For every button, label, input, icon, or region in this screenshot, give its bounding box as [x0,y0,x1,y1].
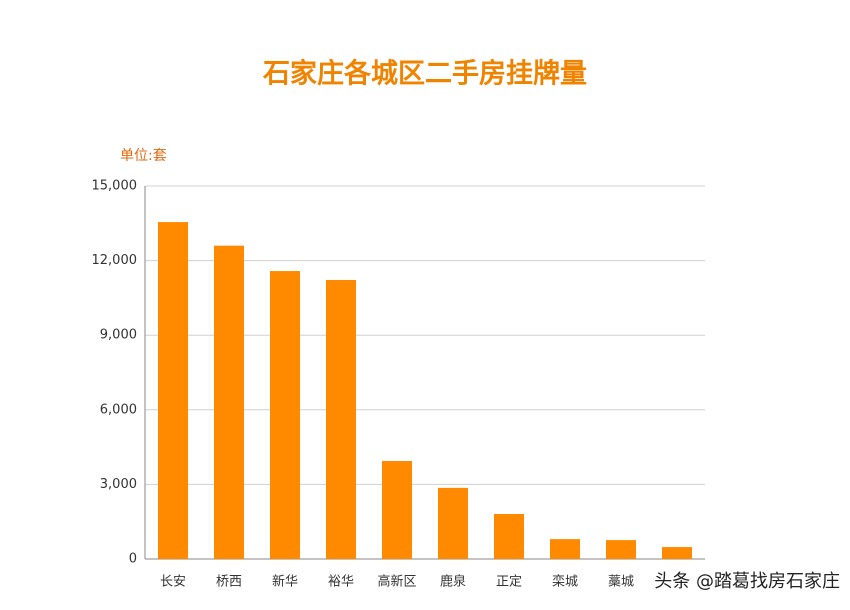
bar [662,547,692,559]
bar [550,539,580,559]
y-tick-label: 6,000 [100,402,137,417]
bar [214,245,244,559]
x-tick-label: 长安 [160,575,186,590]
x-tick-label: 正定 [496,575,522,590]
bar [270,271,300,559]
chart-title: 石家庄各城区二手房挂牌量 [262,58,587,90]
bar [326,279,356,559]
x-tick-label: 栾城 [552,574,578,590]
x-tick-label: 裕华 [328,575,354,590]
x-tick-label: 鹿泉 [440,574,466,590]
x-tick-label: 桥西 [216,575,242,590]
bar [158,222,188,559]
y-tick-label: 15,000 [92,179,138,194]
x-tick-label: 高新区 [377,574,416,590]
bar [494,513,524,559]
y-tick-label: 3,000 [100,477,137,492]
watermark: 头条 @踏葛找房石家庄 [654,571,840,592]
y-tick-label: 12,000 [92,253,138,268]
y-axis-label: 单位:套 [120,148,167,164]
x-tick-label: 新华 [272,574,298,590]
bar [606,540,636,559]
bar [438,487,468,559]
bar [382,461,412,559]
y-tick-label: 9,000 [100,328,137,343]
x-tick-label: 藁城 [608,575,634,590]
y-tick-label: 0 [129,552,137,567]
